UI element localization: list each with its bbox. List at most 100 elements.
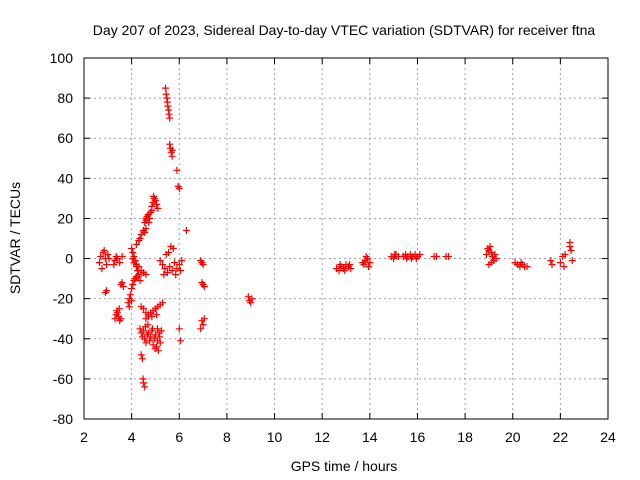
data-point — [129, 255, 137, 263]
data-point — [175, 184, 183, 192]
data-point — [118, 253, 126, 260]
data-point — [365, 263, 373, 271]
data-point — [483, 251, 490, 258]
x-tick-label: 16 — [410, 429, 426, 445]
data-point — [147, 333, 155, 341]
data-point — [132, 241, 140, 248]
data-point — [200, 283, 208, 291]
x-tick-label: 24 — [600, 429, 616, 445]
data-point — [390, 255, 398, 263]
x-tick-label: 10 — [267, 429, 283, 445]
data-point — [139, 375, 147, 383]
y-tick-label: 40 — [57, 170, 73, 186]
data-point — [128, 285, 136, 293]
data-point — [96, 259, 103, 267]
data-point — [128, 245, 136, 252]
x-tick-label: 2 — [80, 429, 88, 445]
data-point — [177, 267, 184, 275]
data-point — [567, 247, 575, 254]
data-point — [492, 255, 500, 263]
data-point — [166, 263, 174, 271]
plot-frame — [83, 57, 609, 420]
y-axis-label: SDTVAR / TECUs — [7, 182, 23, 294]
data-point — [162, 90, 170, 98]
x-axis-label: GPS time / hours — [291, 458, 398, 474]
data-point — [412, 255, 420, 263]
data-point — [140, 305, 147, 313]
data-point — [98, 265, 106, 273]
y-tick-label: 0 — [65, 251, 73, 267]
y-tick-label: -80 — [53, 411, 73, 427]
data-point — [103, 287, 111, 295]
data-point — [104, 251, 112, 258]
data-point — [144, 329, 152, 337]
data-point — [156, 339, 164, 347]
data-point — [97, 253, 105, 260]
data-point — [141, 383, 149, 391]
axis-ticks: 2 4 6 8 10 12 14 16 18 20 22 24-80-60-40-2002040608… — [50, 50, 616, 445]
data-point — [335, 267, 343, 275]
y-tick-label: 60 — [57, 130, 73, 146]
data-point — [433, 253, 440, 260]
data-point — [166, 140, 174, 148]
y-tick-label: 20 — [57, 210, 73, 226]
data-point — [244, 293, 252, 301]
data-point — [105, 255, 113, 263]
x-tick-label: 6 — [175, 429, 183, 445]
data-point — [175, 261, 183, 269]
data-point — [110, 261, 118, 269]
data-point — [487, 259, 495, 267]
data-point — [142, 339, 150, 347]
data-point — [484, 245, 492, 252]
data-point — [156, 333, 164, 341]
data-point — [146, 337, 153, 345]
data-point — [136, 235, 144, 242]
data-point — [172, 271, 180, 279]
data-point — [118, 279, 126, 287]
y-tick-label: 100 — [50, 50, 74, 66]
data-point — [126, 291, 134, 299]
data-point — [128, 297, 136, 305]
data-point — [153, 325, 161, 333]
data-point — [160, 271, 168, 279]
data-point — [145, 219, 153, 226]
data-point — [173, 166, 181, 174]
data-point — [154, 204, 162, 212]
data-point — [144, 321, 152, 329]
data-point — [199, 261, 207, 269]
data-points — [96, 84, 576, 391]
data-point — [142, 309, 150, 317]
data-point — [561, 251, 569, 258]
data-point — [142, 271, 150, 279]
data-point — [556, 259, 564, 267]
data-point — [168, 267, 176, 275]
data-point — [177, 337, 184, 345]
data-point — [169, 146, 177, 154]
data-point — [200, 315, 208, 323]
data-point — [523, 263, 531, 271]
data-point — [166, 114, 174, 122]
data-point — [138, 355, 146, 363]
data-point — [171, 259, 178, 267]
x-tick-label: 20 — [505, 429, 521, 445]
data-point — [362, 253, 370, 260]
x-tick-label: 14 — [362, 429, 378, 445]
data-point — [247, 299, 255, 307]
data-point — [566, 243, 574, 250]
data-point — [336, 261, 344, 269]
data-point — [197, 325, 205, 333]
data-point — [416, 251, 424, 258]
data-point — [153, 311, 161, 319]
data-point — [154, 347, 162, 355]
y-tick-label: 80 — [57, 90, 73, 106]
data-point — [148, 202, 156, 210]
data-point — [346, 261, 354, 269]
data-point — [391, 251, 399, 258]
data-point — [144, 313, 152, 321]
data-point — [162, 84, 169, 92]
data-point — [491, 251, 499, 258]
data-point — [159, 261, 167, 269]
data-point — [165, 110, 173, 118]
data-point — [161, 265, 169, 273]
